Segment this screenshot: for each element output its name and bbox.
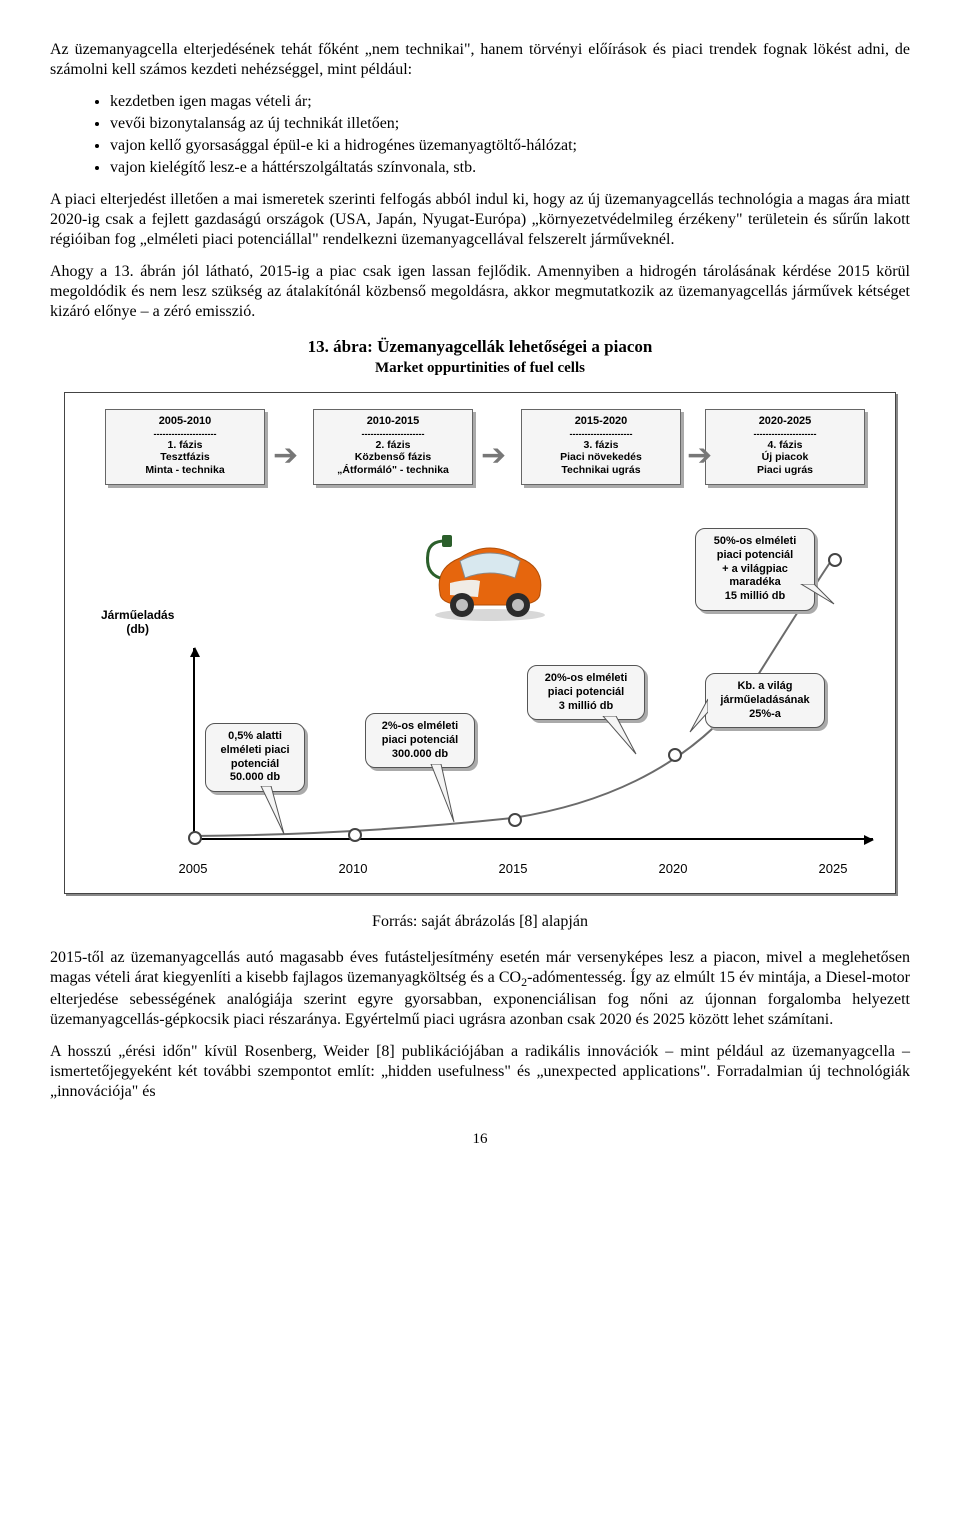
x-tick-label: 2025	[819, 861, 848, 877]
phase-box-2: 2010-2015 --------------------- 2. fázis…	[313, 409, 473, 485]
data-marker	[188, 831, 202, 845]
phase-box-4: 2020-2025 --------------------- 4. fázis…	[705, 409, 865, 485]
callout-text: 50%-os elméleti piaci potenciál + a vilá…	[714, 535, 797, 602]
callout-bubble-2: 2%-os elméleti piaci potenciál 300.000 d…	[365, 713, 475, 768]
phase-divider: ---------------------	[314, 430, 472, 438]
phase-line: Piaci növekedés	[522, 451, 680, 464]
y-axis-label-line1: Járműeladás	[101, 608, 174, 622]
callout-bubble-3: 20%-os elméleti piaci potenciál 3 millió…	[527, 665, 645, 720]
callout-text: 2%-os elméleti piaci potenciál 300.000 d…	[382, 720, 458, 760]
phase-arrow-icon: ➔	[481, 437, 506, 475]
phase-line: Technikai ugrás	[522, 464, 680, 477]
callout-text: 0,5% alatti elméleti piaci potenciál 50.…	[220, 730, 289, 783]
phase-line: 1. fázis	[106, 439, 264, 452]
diagram-frame: 2005-2010 --------------------- 1. fázis…	[64, 392, 896, 894]
phase-divider: ---------------------	[106, 430, 264, 438]
phase-line: Tesztfázis	[106, 451, 264, 464]
data-marker	[828, 553, 842, 567]
paragraph-5: A hosszú „érési időn" kívül Rosenberg, W…	[50, 1042, 910, 1102]
phase-years: 2005-2010	[106, 415, 264, 429]
phase-years: 2020-2025	[706, 415, 864, 429]
bullet-item: vajon kielégítő lesz-e a háttérszolgálta…	[110, 158, 910, 178]
phase-years: 2010-2015	[314, 415, 472, 429]
phase-line: Új piacok	[706, 451, 864, 464]
phase-years: 2015-2020	[522, 415, 680, 429]
phase-divider: ---------------------	[522, 430, 680, 438]
x-tick-label: 2015	[499, 861, 528, 877]
data-marker	[348, 828, 362, 842]
x-tick-label: 2010	[339, 861, 368, 877]
x-tick-label: 2005	[179, 861, 208, 877]
phase-arrow-icon: ➔	[273, 437, 298, 475]
callout-text: 20%-os elméleti piaci potenciál 3 millió…	[545, 672, 628, 712]
phase-line: Minta - technika	[106, 464, 264, 477]
vehicle-illustration-icon	[420, 523, 560, 623]
phase-line: 2. fázis	[314, 439, 472, 452]
phase-arrow-icon: ➔	[687, 437, 712, 475]
bullet-list: kezdetben igen magas vételi ár; vevői bi…	[50, 92, 910, 178]
phase-line: „Átformáló" - technika	[314, 464, 472, 477]
callout-bubble-5: Kb. a világ járműeladásának 25%-a	[705, 673, 825, 728]
y-axis	[193, 648, 195, 838]
page-number: 16	[50, 1130, 910, 1149]
phase-divider: ---------------------	[706, 430, 864, 438]
figure-subtitle: Market oppurtinities of fuel cells	[50, 359, 910, 378]
paragraph-3: Ahogy a 13. ábrán jól látható, 2015-ig a…	[50, 262, 910, 322]
bullet-item: kezdetben igen magas vételi ár;	[110, 92, 910, 112]
phase-line: Közbenső fázis	[314, 451, 472, 464]
phase-line: 3. fázis	[522, 439, 680, 452]
phase-line: 4. fázis	[706, 439, 864, 452]
y-axis-label: Járműeladás (db)	[101, 608, 174, 637]
figure-caption: Forrás: saját ábrázolás [8] alapján	[50, 912, 910, 932]
bullet-item: vajon kellő gyorsasággal épül-e ki a hid…	[110, 136, 910, 156]
y-axis-label-line2: (db)	[126, 622, 149, 636]
paragraph-2: A piaci elterjedést illetően a mai ismer…	[50, 190, 910, 250]
callout-bubble-1: 0,5% alatti elméleti piaci potenciál 50.…	[205, 723, 305, 792]
x-axis	[193, 838, 873, 840]
bullet-item: vevői bizonytalanság az új technikát ill…	[110, 114, 910, 134]
x-tick-label: 2020	[659, 861, 688, 877]
data-marker	[668, 748, 682, 762]
phase-box-1: 2005-2010 --------------------- 1. fázis…	[105, 409, 265, 485]
data-marker	[508, 813, 522, 827]
callout-text: Kb. a világ járműeladásának 25%-a	[720, 680, 809, 720]
paragraph-4: 2015-től az üzemanyagcellás autó magasab…	[50, 948, 910, 1030]
phase-box-3: 2015-2020 --------------------- 3. fázis…	[521, 409, 681, 485]
callout-bubble-4: 50%-os elméleti piaci potenciál + a vilá…	[695, 528, 815, 611]
figure-title: 13. ábra: Üzemanyagcellák lehetőségei a …	[50, 336, 910, 357]
phase-line: Piaci ugrás	[706, 464, 864, 477]
intro-paragraph: Az üzemanyagcella elterjedésének tehát f…	[50, 40, 910, 80]
